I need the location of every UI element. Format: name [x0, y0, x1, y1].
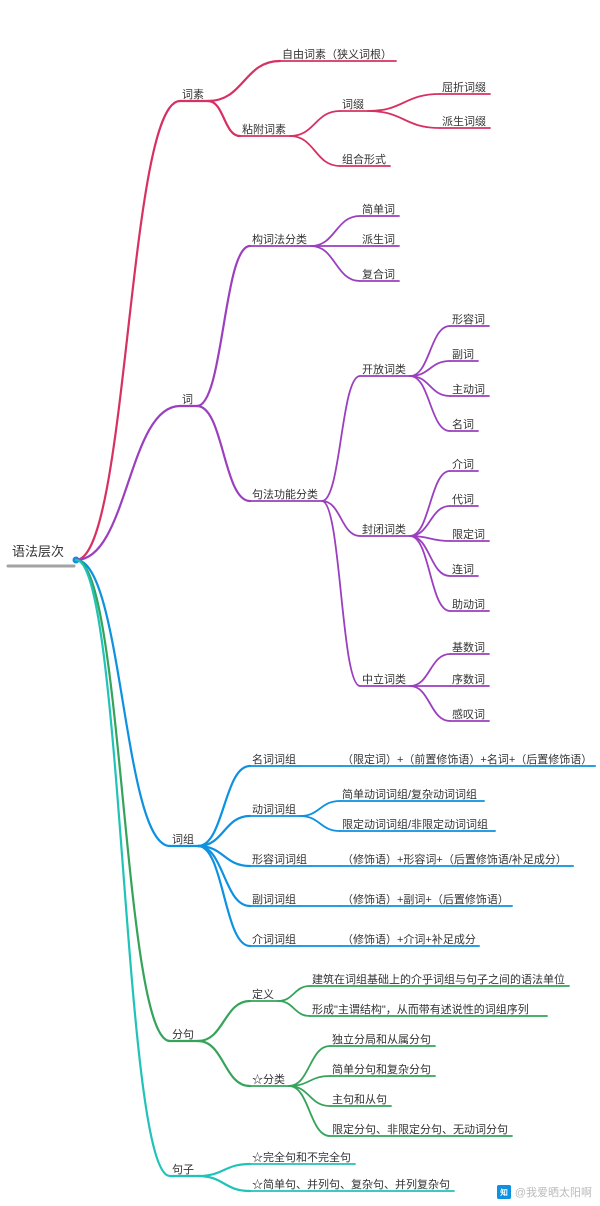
svg-text:限定动词词组/非限定动词词组: 限定动词词组/非限定动词词组	[342, 817, 488, 831]
mindmap-canvas: 语法层次 词素 自由词素（狭义词根） 粘附词素 词缀 屈折词缀派生词缀组合形式词 构词法分类…	[0, 0, 600, 1206]
svg-text:名词: 名词	[452, 417, 474, 431]
svg-text:助动词: 助动词	[452, 597, 485, 611]
svg-text:词: 词	[182, 393, 193, 406]
svg-text:介词词组: 介词词组	[252, 932, 296, 946]
svg-text:（限定词）+（前置修饰语）+名词+（后置修饰语）: （限定词）+（前置修饰语）+名词+（后置修饰语）	[342, 752, 592, 766]
svg-text:感叹词: 感叹词	[452, 708, 485, 721]
svg-text:封闭词类: 封闭词类	[362, 522, 406, 536]
svg-text:简单分句和复杂分句: 简单分句和复杂分句	[332, 1062, 431, 1076]
zhihu-icon: 知	[497, 1185, 511, 1199]
svg-text:构词法分类: 构词法分类	[252, 232, 307, 246]
svg-text:副词: 副词	[452, 348, 474, 361]
svg-text:独立分局和从属分句: 独立分局和从属分句	[332, 1032, 431, 1046]
svg-text:（修饰语）+介词+补足成分: （修饰语）+介词+补足成分	[342, 932, 476, 946]
svg-text:句子: 句子	[172, 1163, 194, 1176]
svg-text:代词: 代词	[452, 493, 474, 506]
svg-text:（修饰语）+形容词+（后置修饰语/补足成分）: （修饰语）+形容词+（后置修饰语/补足成分）	[342, 852, 567, 866]
svg-text:名词词组: 名词词组	[252, 752, 296, 766]
svg-text:粘附词素: 粘附词素	[242, 122, 286, 136]
svg-text:自由词素（狭义词根）: 自由词素（狭义词根）	[282, 47, 392, 61]
svg-text:副词词组: 副词词组	[252, 892, 296, 906]
svg-text:限定词: 限定词	[452, 527, 485, 541]
svg-text:☆完全句和不完全句: ☆完全句和不完全句	[252, 1150, 351, 1164]
svg-text:简单词: 简单词	[362, 202, 395, 216]
svg-text:开放词类: 开放词类	[362, 362, 406, 376]
svg-text:主动词: 主动词	[452, 383, 485, 396]
svg-text:形容词词组: 形容词词组	[252, 852, 307, 866]
svg-text:建筑在词组基础上的介乎词组与句子之间的语法单位: 建筑在词组基础上的介乎词组与句子之间的语法单位	[312, 972, 565, 986]
svg-text:分句: 分句	[172, 1028, 194, 1041]
svg-text:派生词: 派生词	[362, 232, 395, 246]
svg-text:☆分类: ☆分类	[252, 1072, 285, 1086]
svg-text:屈折词缀: 屈折词缀	[442, 80, 486, 94]
svg-text:简单动词词组/复杂动词词组: 简单动词词组/复杂动词词组	[342, 787, 477, 801]
svg-text:序数词: 序数词	[452, 672, 485, 686]
svg-text:知: 知	[500, 1187, 508, 1197]
watermark: 知 @我爱晒太阳啊	[497, 1184, 592, 1200]
svg-text:主句和从句: 主句和从句	[332, 1093, 387, 1106]
svg-text:句法功能分类: 句法功能分类	[252, 487, 318, 501]
svg-text:语法层次: 语法层次	[12, 544, 64, 559]
svg-text:复合词: 复合词	[362, 267, 395, 281]
svg-text:（修饰语）+副词+（后置修饰语）: （修饰语）+副词+（后置修饰语）	[342, 892, 509, 906]
svg-text:组合形式: 组合形式	[342, 152, 386, 166]
svg-text:介词: 介词	[452, 458, 474, 471]
svg-text:词素: 词素	[182, 88, 204, 101]
svg-text:定义: 定义	[252, 987, 274, 1001]
svg-text:限定分句、非限定分句、无动词分句: 限定分句、非限定分句、无动词分句	[332, 1122, 508, 1136]
watermark-text: @我爱晒太阳啊	[515, 1184, 592, 1200]
svg-text:派生词缀: 派生词缀	[442, 114, 486, 128]
svg-text:☆简单句、并列句、复杂句、并列复杂句: ☆简单句、并列句、复杂句、并列复杂句	[252, 1177, 450, 1191]
svg-text:形成"主谓结构"，从而带有述说性的词组序列: 形成"主谓结构"，从而带有述说性的词组序列	[312, 1002, 529, 1016]
svg-text:词缀: 词缀	[342, 98, 364, 111]
svg-text:形容词: 形容词	[452, 312, 485, 326]
svg-text:动词词组: 动词词组	[252, 802, 296, 816]
svg-text:连词: 连词	[452, 563, 474, 576]
svg-text:词组: 词组	[172, 832, 194, 846]
svg-text:基数词: 基数词	[452, 641, 485, 654]
svg-text:中立词类: 中立词类	[362, 672, 406, 686]
